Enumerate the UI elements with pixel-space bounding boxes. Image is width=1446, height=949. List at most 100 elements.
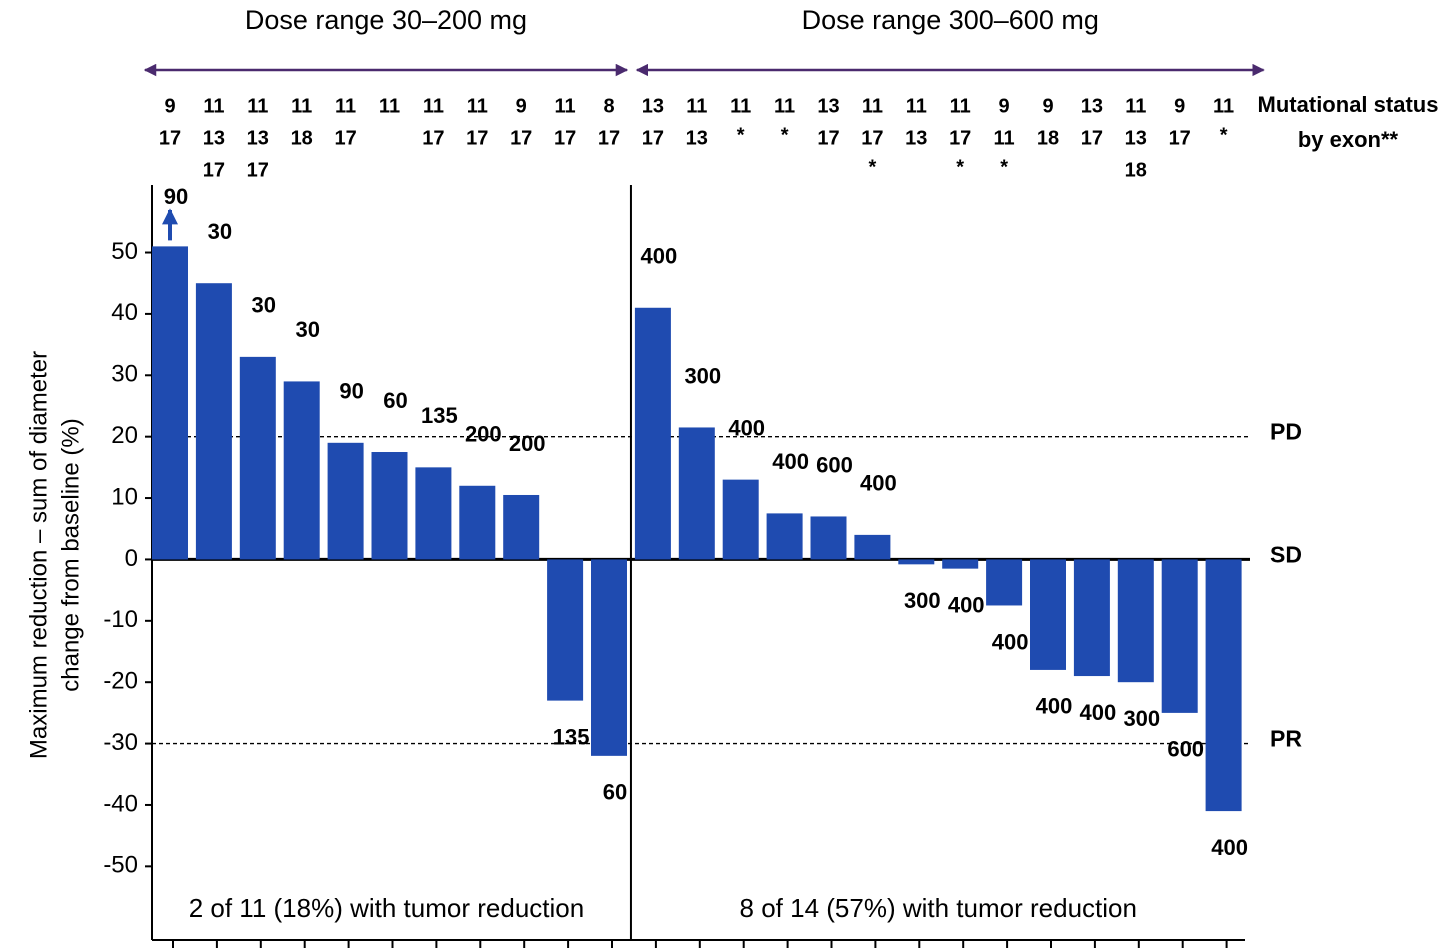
- dose-label: 400: [860, 471, 897, 496]
- y-label-line: change from baseline (%): [57, 418, 84, 691]
- mutation-label: 17: [159, 127, 181, 149]
- dose-label: 600: [816, 452, 853, 477]
- y-tick-label: 10: [111, 483, 138, 510]
- dose-label: 400: [948, 592, 985, 617]
- mutation-label: 11: [203, 95, 224, 117]
- mutation-label: 18: [1037, 127, 1059, 149]
- mutation-label: 18: [1125, 159, 1147, 181]
- mutation-label: 11: [1125, 95, 1146, 117]
- mutation-label: 13: [686, 127, 708, 149]
- bar: [1205, 559, 1242, 812]
- dose-label: 600: [1167, 737, 1204, 762]
- dose-label: 135: [421, 403, 458, 428]
- y-label-line: Maximum reduction – sum of diameter: [25, 351, 52, 759]
- mutation-label: 17: [861, 127, 883, 149]
- mutation-label: 11: [467, 95, 488, 117]
- bar: [942, 559, 979, 569]
- mutation-label: 9: [164, 95, 175, 117]
- bar: [722, 479, 759, 560]
- group-title: Dose range 30–200 mg: [245, 5, 527, 35]
- group-note: 2 of 11 (18%) with tumor reduction: [189, 893, 584, 923]
- mutation-label: 13: [1125, 127, 1147, 149]
- bar: [986, 559, 1023, 606]
- dose-label: 400: [1080, 700, 1117, 725]
- mutation-label: 11: [423, 95, 444, 117]
- bar: [1117, 559, 1154, 683]
- mutation-label: 11: [994, 127, 1015, 149]
- mutation-label: 9: [516, 95, 527, 117]
- dose-label: 60: [383, 388, 407, 413]
- dose-label: 30: [295, 317, 319, 342]
- bar: [371, 452, 408, 560]
- mutation-label: 17: [1081, 127, 1103, 149]
- y-tick-label: -50: [103, 852, 138, 879]
- bar: [547, 559, 584, 701]
- dose-label: 60: [603, 780, 627, 805]
- mutation-label: 17: [466, 127, 488, 149]
- bar: [678, 427, 715, 560]
- dose-label: 30: [252, 293, 276, 318]
- mutation-label: 17: [817, 127, 839, 149]
- group-note: 8 of 14 (57%) with tumor reduction: [740, 893, 1137, 923]
- dose-label: 200: [509, 431, 546, 456]
- mutation-label: 11: [379, 95, 400, 117]
- mutation-label: 11: [335, 95, 356, 117]
- dose-label: 300: [1123, 706, 1160, 731]
- mutation-label: 17: [334, 127, 356, 149]
- dose-label: 400: [1036, 694, 1073, 719]
- mutation-label: 17: [949, 127, 971, 149]
- mutation-label: 17: [642, 127, 664, 149]
- mutation-label: 11: [774, 95, 795, 117]
- bar: [1161, 559, 1198, 713]
- bar: [283, 381, 320, 560]
- mutation-label: 17: [554, 127, 576, 149]
- y-tick-label: 30: [111, 361, 138, 388]
- y-tick-label: 40: [111, 299, 138, 326]
- mutation-label: 13: [817, 95, 839, 117]
- mutation-label: 17: [247, 159, 269, 181]
- bar: [459, 485, 496, 560]
- mutation-label: 17: [510, 127, 532, 149]
- bar: [1073, 559, 1110, 677]
- y-tick-label: -30: [103, 729, 138, 756]
- y-tick-label: 20: [111, 422, 138, 449]
- mutation-label: *: [1000, 156, 1008, 178]
- bar: [415, 467, 452, 560]
- dose-label: 135: [553, 724, 590, 749]
- y-tick-label: 0: [125, 545, 138, 572]
- dose-label: 400: [992, 629, 1029, 654]
- mutation-label: 17: [1169, 127, 1191, 149]
- mutation-label: 11: [555, 95, 576, 117]
- mutation-label: 13: [905, 127, 927, 149]
- mutation-label: 13: [1081, 95, 1103, 117]
- group-title: Dose range 300–600 mg: [802, 5, 1099, 35]
- bar: [327, 442, 364, 560]
- bar: [195, 283, 232, 560]
- mutation-label: *: [869, 156, 877, 178]
- threshold-label: SD: [1270, 542, 1302, 568]
- y-tick-label: -40: [103, 790, 138, 817]
- mutation-label: *: [781, 124, 789, 146]
- bar: [854, 534, 891, 560]
- dose-label: 90: [164, 184, 188, 209]
- mutation-label: 13: [642, 95, 664, 117]
- mutation-label: 17: [598, 127, 620, 149]
- bar: [898, 559, 935, 565]
- mutation-label: 11: [862, 95, 883, 117]
- mutation-label: 13: [247, 127, 269, 149]
- mutation-header: by exon**: [1298, 127, 1399, 152]
- mutation-label: 13: [203, 127, 225, 149]
- y-tick-label: -10: [103, 606, 138, 633]
- dose-label: 300: [684, 363, 721, 388]
- mutation-label: 11: [906, 95, 927, 117]
- dose-label: 30: [208, 219, 232, 244]
- bar: [1030, 559, 1066, 670]
- mutation-label: 11: [1213, 95, 1234, 117]
- dose-label: 400: [1211, 835, 1248, 860]
- y-tick-label: -20: [103, 668, 138, 695]
- dose-label: 300: [904, 588, 941, 613]
- mutation-label: *: [1220, 124, 1228, 146]
- y-tick-label: 50: [111, 238, 138, 265]
- mutation-label: 9: [1174, 95, 1185, 117]
